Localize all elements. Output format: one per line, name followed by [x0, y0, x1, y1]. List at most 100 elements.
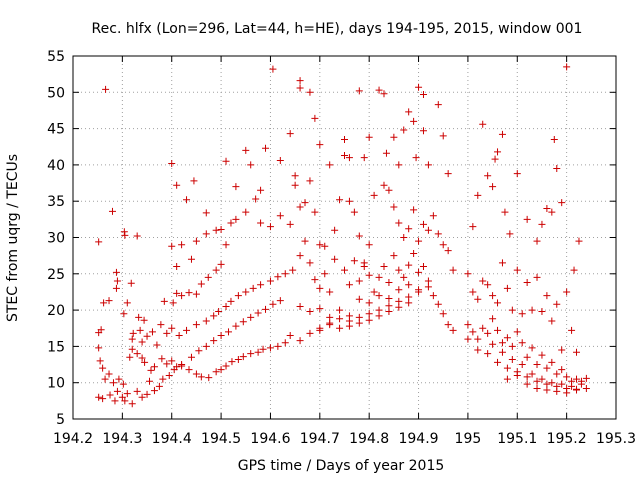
data-point — [247, 161, 255, 169]
data-point — [195, 347, 203, 355]
data-point — [326, 321, 334, 329]
x-tick-label: 194.7 — [300, 431, 340, 447]
data-point — [573, 348, 581, 356]
data-point — [533, 273, 541, 281]
data-point — [434, 230, 442, 238]
data-point — [415, 237, 423, 245]
data-point — [217, 366, 225, 374]
data-point — [197, 280, 205, 288]
data-point — [400, 273, 408, 281]
data-point — [108, 207, 116, 215]
data-point — [138, 354, 146, 362]
data-point — [168, 357, 176, 365]
data-point — [380, 263, 388, 271]
data-point — [563, 288, 571, 296]
data-point — [336, 324, 344, 332]
data-point — [508, 306, 516, 314]
data-point — [345, 312, 353, 320]
data-point — [350, 208, 358, 216]
data-point — [563, 389, 571, 397]
data-point — [159, 375, 167, 383]
data-point — [96, 357, 104, 365]
data-point — [296, 77, 304, 85]
x-tick-label: 195.2 — [547, 431, 587, 447]
data-point — [121, 397, 129, 405]
data-point — [183, 196, 191, 204]
data-point — [523, 279, 531, 287]
data-point — [419, 263, 427, 271]
data-point — [375, 292, 383, 300]
data-point — [444, 170, 452, 178]
data-point — [548, 317, 556, 325]
data-point — [355, 232, 363, 240]
data-point — [99, 395, 107, 403]
data-point — [410, 249, 418, 257]
data-point — [133, 232, 141, 240]
data-point — [311, 208, 319, 216]
data-point — [550, 135, 558, 143]
data-point — [95, 238, 103, 246]
data-point — [135, 313, 143, 321]
data-point — [306, 259, 314, 267]
data-point — [168, 242, 176, 250]
data-point — [168, 159, 176, 167]
data-point — [321, 242, 329, 250]
data-point — [296, 203, 304, 211]
data-point — [484, 329, 492, 337]
data-point — [548, 358, 556, 366]
data-point — [434, 300, 442, 308]
data-point — [202, 230, 210, 238]
data-point — [395, 219, 403, 227]
data-point — [228, 358, 236, 366]
data-point — [575, 237, 583, 245]
data-point — [405, 299, 413, 307]
data-point — [183, 326, 191, 334]
data-point — [127, 279, 135, 287]
data-point — [543, 386, 551, 394]
data-point — [341, 151, 348, 159]
data-point — [410, 117, 418, 125]
data-point — [187, 255, 195, 263]
data-point — [123, 390, 131, 398]
data-point — [553, 387, 561, 395]
data-point — [210, 337, 218, 345]
data-point — [306, 177, 314, 185]
data-point — [157, 321, 165, 329]
data-point — [341, 135, 348, 143]
data-point — [538, 375, 546, 383]
data-point — [498, 348, 506, 356]
data-point — [577, 380, 585, 388]
x-axis-ticks: 194.2 194.3 194.4 194.5 194.6 194.7 194.8 194.9… — [53, 56, 636, 447]
data-point — [415, 83, 423, 91]
data-point — [464, 270, 472, 278]
data-point — [232, 183, 240, 191]
data-point — [192, 321, 200, 329]
data-point — [163, 329, 171, 337]
data-point — [301, 199, 309, 207]
data-point — [222, 157, 230, 165]
data-point — [138, 338, 146, 346]
data-point — [190, 177, 198, 185]
data-point — [326, 161, 334, 169]
data-point — [269, 65, 277, 73]
data-point — [109, 379, 117, 387]
data-point — [365, 299, 373, 307]
data-point — [474, 335, 482, 343]
data-point — [163, 360, 171, 368]
data-point — [257, 281, 265, 289]
data-point — [405, 225, 413, 233]
data-point — [553, 370, 561, 378]
data-point — [415, 286, 423, 294]
data-point — [365, 271, 373, 279]
x-tick-label: 194.9 — [398, 431, 438, 447]
data-point — [212, 226, 220, 234]
data-point — [95, 393, 103, 401]
data-point — [202, 209, 210, 217]
data-point — [254, 348, 262, 356]
data-point — [400, 126, 408, 134]
data-point — [192, 370, 200, 378]
data-point — [212, 266, 220, 274]
data-point — [570, 266, 578, 274]
data-point — [390, 133, 398, 141]
data-point — [513, 328, 521, 336]
